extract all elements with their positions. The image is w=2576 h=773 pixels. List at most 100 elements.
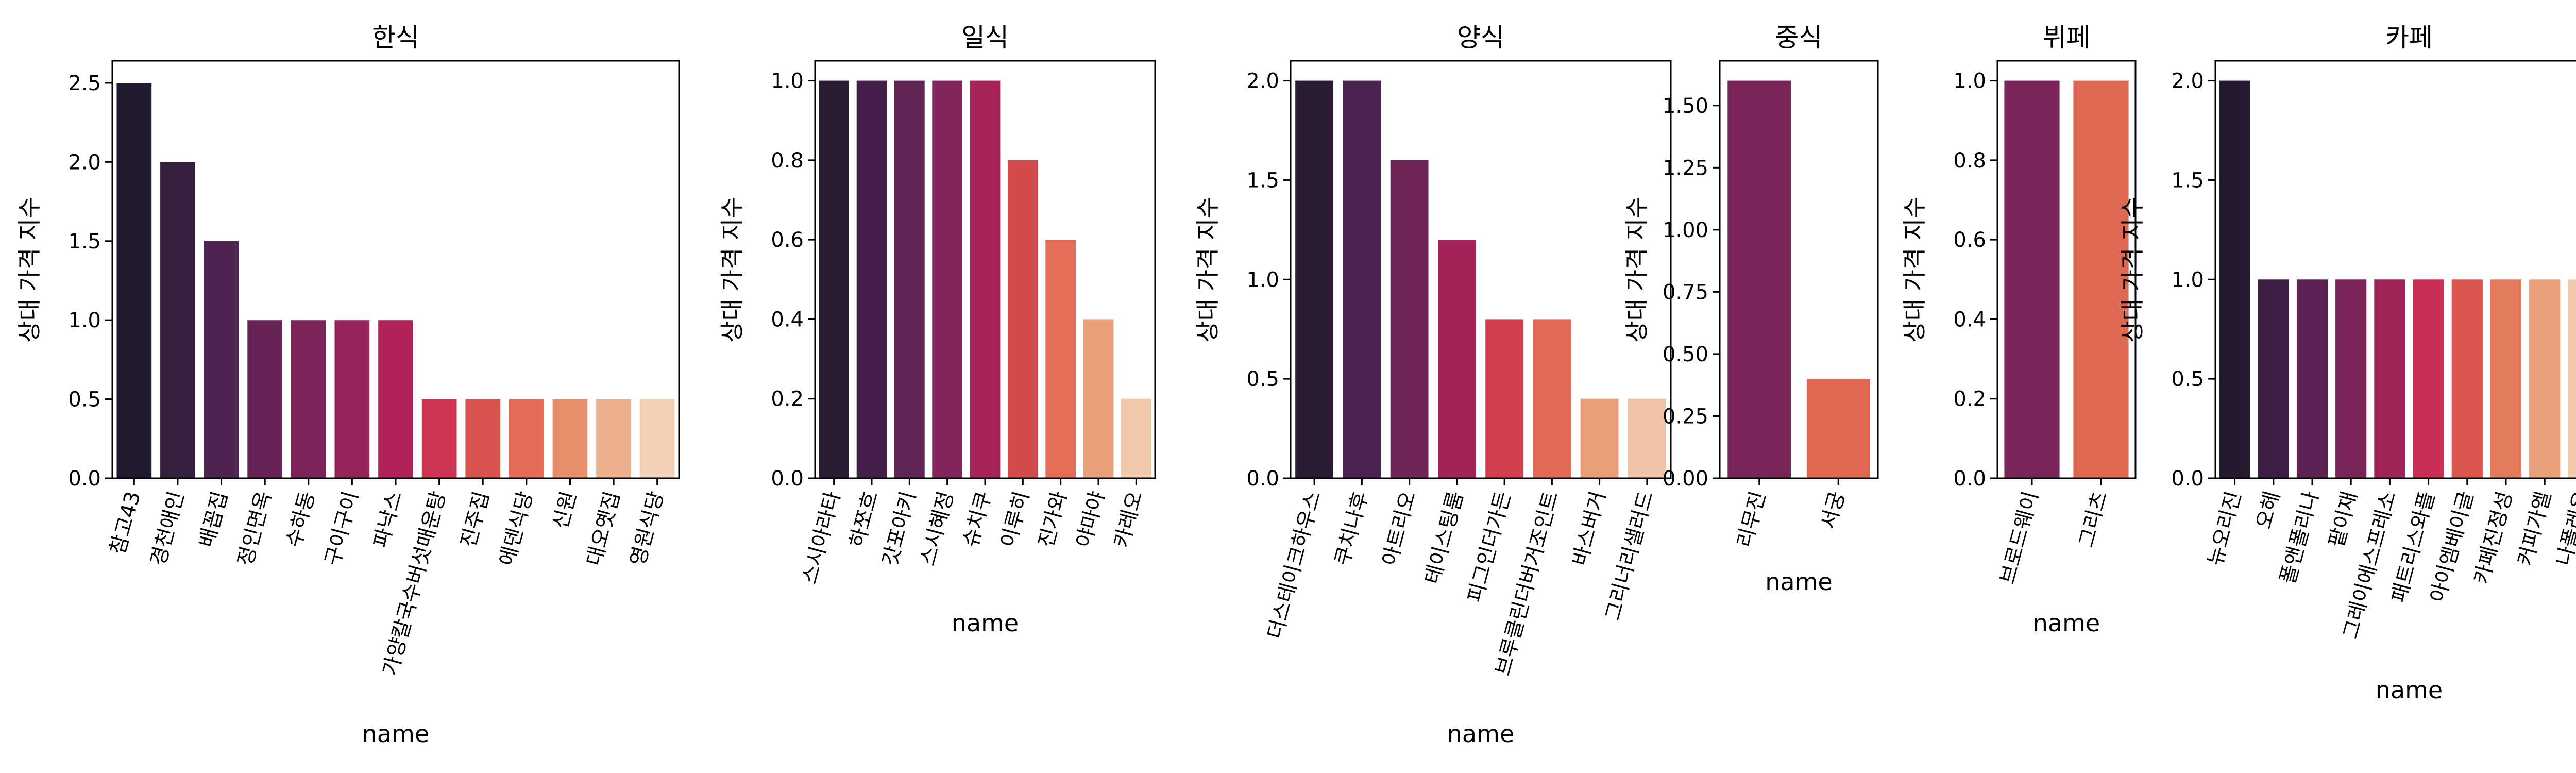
x-tick-label: 오헤 [2252,489,2284,532]
x-tick-label: 브로드웨이 [1996,489,2043,587]
bar-바스버거 [1580,398,1619,478]
x-tick-label: 슈치쿠 [959,489,996,550]
y-tick-label: 0.6 [771,228,804,252]
x-tick-label: 구이구이 [321,489,364,568]
bar-진가와 [1045,240,1076,478]
bar-테이스팅룸 [1438,240,1476,478]
y-tick-label: 1.5 [2171,169,2204,192]
x-tick-label: 아트리오 [1378,489,1421,568]
plot-frame [2214,60,2576,479]
x-tick-label: 야마야 [1072,489,1110,550]
bar-더스테이크하우스 [1295,80,1333,479]
y-axis-label: 상대 가격 지수 [15,196,43,342]
bar-스시혜정 [932,80,962,479]
bar-커피가엘 [2529,279,2561,478]
bar-그레이에스프레소 [2374,279,2405,478]
y-tick-label: 0.8 [771,149,804,173]
bar-쿠치나후 [1343,80,1381,479]
x-tick-label: 팥이재 [2325,489,2362,550]
x-tick-label: 참고43 [106,489,145,557]
y-tick-label: 0.0 [2171,467,2204,491]
bar-슈치쿠 [970,80,1001,479]
y-tick-label: 0.4 [771,308,804,331]
y-axis-label: 상대 가격 지수 [718,196,746,342]
y-tick-label: 0.0 [1953,467,1986,491]
y-tick-label: 1.0 [68,309,101,332]
bar-팥이재 [2335,279,2367,478]
bar-브로드웨이 [2004,80,2060,479]
y-tick-label: 0.75 [1663,280,1708,304]
x-tick-label: 배꼽집 [195,489,232,550]
x-tick-label: 리무진 [1733,489,1770,550]
x-tick-label: 진주집 [456,489,494,550]
x-tick-label: 서궁 [1817,489,1849,532]
bar-폴앤폴리나 [2296,279,2328,478]
bar-뉴오리진 [2219,80,2250,479]
panel-title: 카페 [2385,23,2433,53]
bar-오헤 [2258,279,2289,478]
x-tick-label: 그리츠 [2075,489,2112,550]
x-tick-label: 정인면옥 [233,489,276,568]
bar-그리너리샐러드 [1628,398,1666,478]
bar-진주집 [465,399,501,478]
bar-신원 [552,399,588,478]
bar-카레오 [1121,398,1151,478]
plot-frame [1719,60,1879,479]
y-tick-label: 1.25 [1663,156,1708,180]
x-tick-label: 카페진정성 [2470,489,2517,587]
x-tick-label: 수하동 [282,489,319,550]
panel-title: 양식 [1457,23,1504,53]
chart-panel-3: 0.0 0.5 1.0 1.5 2.0 더스테이크하우스 쿠치나후 아트리오 테이스팅룸피그인더… [1194,23,1672,678]
x-axis-label: name [952,609,1019,637]
bar-파낙스 [378,320,413,478]
bar-가양칼국수버섯매운탕 [421,399,457,478]
y-tick-label: 0.5 [1246,367,1279,391]
x-tick-label: 커피가엘 [2513,489,2556,568]
bar-그리츠 [2073,80,2129,479]
bar-아이엠베이글 [2451,279,2483,478]
y-tick-label: 0.4 [1953,308,1986,331]
x-axis-label: name [2033,609,2100,637]
bar-리무진 [1727,80,1791,479]
panel-title: 일식 [961,23,1009,53]
y-tick-label: 0.8 [1953,149,1986,173]
y-axis-label: 상대 가격 지수 [2119,196,2146,342]
y-tick-label: 1.00 [1663,219,1708,242]
bar-이루히 [1008,160,1038,478]
x-tick-label: 스시아라타 [798,489,845,587]
plot-frame [1996,60,2137,479]
y-axis-label: 상대 가격 지수 [1623,196,1651,342]
panel-title: 중식 [1775,23,1823,53]
x-tick-label: 대오옛집 [582,489,625,568]
y-tick-label: 0.0 [68,467,101,491]
x-tick-label: 이루히 [996,489,1034,550]
x-tick-label: 피그인더가든 [1463,489,1516,605]
x-axis-label: name [1447,720,1514,748]
bar-카페진정성 [2490,279,2522,478]
y-axis-label: 상대 가격 지수 [1194,196,1222,342]
x-tick-label: 하쪼흐 [845,489,883,550]
x-tick-label: 더스테이크하우스 [1263,489,1326,642]
y-tick-label: 1.5 [1246,169,1279,192]
panel-title: 뷔페 [2043,23,2090,53]
y-tick-label: 2.0 [68,150,101,174]
y-tick-label: 1.0 [1953,70,1986,93]
y-tick-label: 0.25 [1663,405,1708,428]
bar-서궁 [1806,379,1870,478]
x-tick-label: 테이스팅룸 [1420,489,1468,587]
x-tick-label: 신원 [549,489,581,532]
x-tick-label: 카레오 [1110,489,1147,550]
x-tick-label: 경천애인 [146,489,189,568]
y-tick-label: 0.50 [1663,343,1708,366]
bar-나폴레옹 [2568,279,2576,478]
x-tick-label: 진가와 [1034,489,1072,550]
y-axis-label: 상대 가격 지수 [1901,196,1928,342]
bar-구이구이 [334,320,370,478]
panel-title: 한식 [372,23,419,53]
bar-스시아라타 [819,80,849,479]
bar-브루클린더버거조인트 [1533,319,1571,478]
y-tick-label: 1.50 [1663,94,1708,118]
